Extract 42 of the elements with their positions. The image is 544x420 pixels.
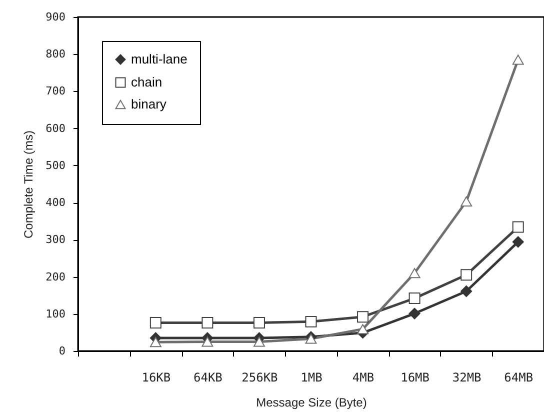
y-tick-label: 0 xyxy=(58,344,66,358)
point xyxy=(512,221,524,233)
point xyxy=(253,336,265,347)
y-tick-label: 400 xyxy=(46,196,66,210)
y-tick-label: 600 xyxy=(46,122,66,135)
x-tick-label: 4MB xyxy=(352,370,374,384)
point xyxy=(357,324,369,334)
y-tick-label: 800 xyxy=(46,48,66,61)
y-tick-label: 100 xyxy=(46,307,66,320)
point xyxy=(150,337,162,348)
x-tick-label: 16KB xyxy=(142,370,171,384)
y-tick-label: 300 xyxy=(46,233,66,246)
x-tick-label: 256KB xyxy=(242,370,278,384)
legend-label: chain xyxy=(131,74,162,90)
legend-label: binary xyxy=(131,96,167,112)
point xyxy=(305,334,317,344)
point xyxy=(408,308,420,320)
point xyxy=(305,316,317,328)
y-tick-label: 700 xyxy=(46,84,66,98)
y-tick-label: 200 xyxy=(46,270,66,284)
point xyxy=(202,317,214,329)
point xyxy=(408,268,420,278)
point xyxy=(253,317,265,329)
y-axis-title: Complete Time (ms) xyxy=(22,130,36,239)
y-tick-label: 900 xyxy=(46,10,66,24)
point xyxy=(357,311,369,323)
point xyxy=(460,196,472,206)
point xyxy=(512,54,524,65)
point xyxy=(460,286,472,297)
x-axis-title: Message Size (Byte) xyxy=(256,396,367,410)
x-tick-label: 1MB xyxy=(300,370,322,384)
point xyxy=(150,317,162,329)
point xyxy=(460,269,472,281)
x-tick-label: 16MB xyxy=(400,370,430,384)
legend-label: multi-lane xyxy=(131,52,188,66)
x-tick-label: 64MB xyxy=(504,370,534,384)
point xyxy=(512,236,524,248)
point xyxy=(408,292,420,304)
point xyxy=(202,336,214,347)
x-tick-label: 32MB xyxy=(452,370,482,384)
y-tick-label: 500 xyxy=(46,158,66,172)
x-tick-label: 64KB xyxy=(193,370,222,384)
